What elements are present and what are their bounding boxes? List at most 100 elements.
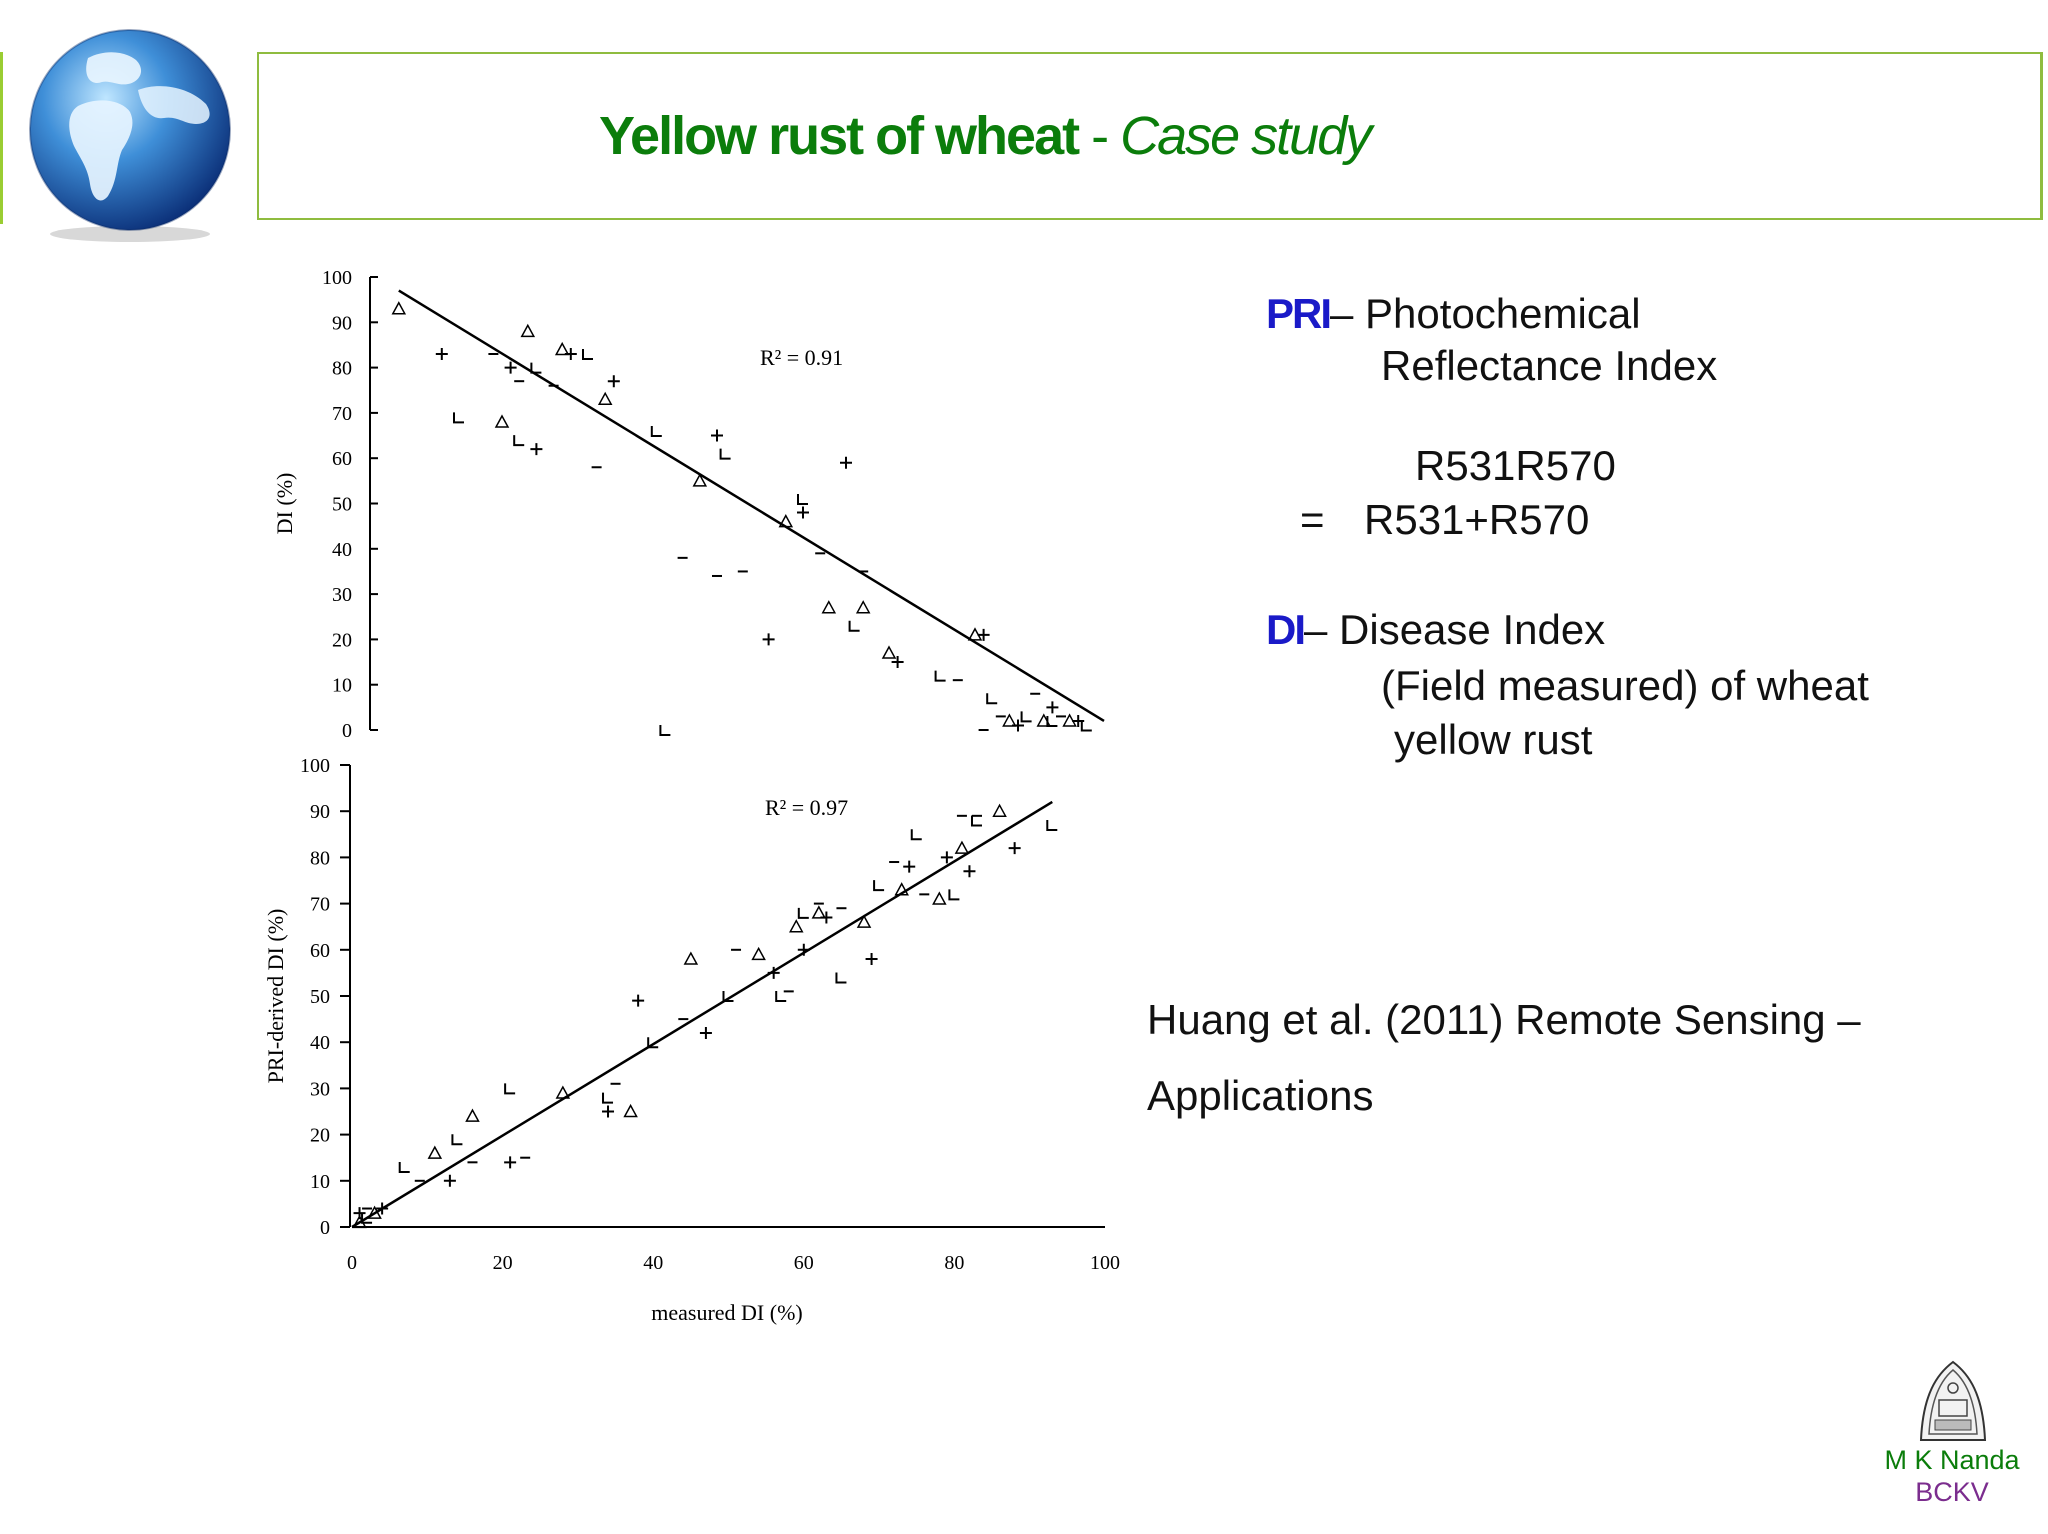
data-point bbox=[835, 972, 847, 984]
di-line3: yellow rust bbox=[1394, 716, 1593, 763]
di-line1: Disease Index bbox=[1339, 606, 1606, 653]
data-point bbox=[513, 435, 525, 447]
di-definition: DI– Disease Index bbox=[1266, 606, 1605, 654]
data-point bbox=[602, 1092, 614, 1104]
y-tick-label: 10 bbox=[332, 675, 352, 697]
data-point bbox=[797, 907, 809, 919]
y-tick-label: 0 bbox=[342, 720, 352, 742]
x-tick-label: 0 bbox=[347, 1252, 357, 1274]
data-point bbox=[948, 889, 960, 901]
x-tick-label: 40 bbox=[643, 1252, 663, 1274]
data-point bbox=[650, 426, 662, 438]
data-point bbox=[353, 1207, 366, 1220]
data-point bbox=[683, 951, 699, 965]
pri-line2: Reflectance Index bbox=[1381, 342, 1718, 389]
formula-numerator: R531R570 bbox=[1415, 442, 1616, 489]
data-point bbox=[797, 493, 808, 505]
data-point bbox=[1012, 719, 1024, 732]
data-point bbox=[820, 911, 833, 924]
accent-bar bbox=[0, 52, 3, 224]
di-dash: – bbox=[1304, 606, 1340, 653]
data-point bbox=[361, 1212, 373, 1224]
y-tick-label: 60 bbox=[310, 940, 330, 962]
y-tick-label: 90 bbox=[310, 801, 330, 823]
data-point bbox=[797, 506, 809, 519]
y-tick-label: 20 bbox=[332, 629, 352, 651]
data-point bbox=[856, 914, 872, 928]
y-tick-label: 80 bbox=[332, 358, 352, 380]
di-line2: (Field measured) of wheat bbox=[1381, 662, 1869, 709]
r-squared-annotation: R² = 0.91 bbox=[760, 345, 843, 370]
y-tick-label: 30 bbox=[332, 584, 352, 606]
data-point bbox=[954, 840, 970, 854]
pri-line1: Photochemical bbox=[1365, 290, 1641, 337]
data-point bbox=[986, 693, 998, 705]
data-point bbox=[855, 600, 871, 614]
y-tick-label: 70 bbox=[310, 894, 330, 916]
data-point bbox=[494, 414, 510, 428]
r-squared-annotation: R² = 0.97 bbox=[765, 795, 848, 820]
y-axis-label: PRI-derived DI (%) bbox=[263, 909, 288, 1084]
data-point bbox=[564, 348, 577, 361]
data-point bbox=[865, 953, 878, 966]
data-point bbox=[530, 362, 542, 374]
plot-pri-derived-vs-measured: 0 10 20 30 40 50 60 70 80 90 100 0 20 40 60 80 100 PRI-de… bbox=[263, 755, 1120, 1325]
x-axis-label: measured DI (%) bbox=[651, 1300, 803, 1325]
y-tick-label: 30 bbox=[310, 1078, 330, 1100]
y-tick-label: 50 bbox=[332, 494, 352, 516]
data-point bbox=[797, 943, 810, 956]
data-point bbox=[881, 645, 897, 659]
data-point bbox=[848, 620, 860, 632]
data-point bbox=[647, 1037, 659, 1049]
y-tick-label: 0 bbox=[320, 1217, 330, 1239]
data-point bbox=[554, 341, 570, 356]
title-italic: Case study bbox=[1120, 106, 1372, 166]
data-point bbox=[555, 1085, 571, 1099]
data-point bbox=[1046, 820, 1058, 832]
title-banner: Yellow rust of wheat - Case study bbox=[257, 52, 2043, 220]
data-point bbox=[632, 994, 645, 1007]
data-point bbox=[465, 1108, 480, 1122]
formula-equals: = bbox=[1300, 496, 1325, 543]
author-name: M K Nanda bbox=[1884, 1445, 2020, 1475]
y-tick-label: 100 bbox=[300, 755, 330, 777]
data-point bbox=[722, 991, 734, 1002]
globe-icon bbox=[29, 29, 231, 242]
data-point bbox=[504, 361, 517, 374]
data-point bbox=[623, 1103, 638, 1118]
data-point bbox=[940, 851, 953, 864]
y-tick-label: 40 bbox=[310, 1032, 330, 1054]
data-point bbox=[692, 473, 708, 487]
data-point bbox=[602, 1105, 615, 1118]
data-point bbox=[992, 803, 1007, 817]
data-point bbox=[1008, 842, 1021, 855]
data-point bbox=[607, 375, 620, 388]
data-point bbox=[1020, 711, 1032, 723]
data-point bbox=[435, 348, 448, 361]
x-tick-label: 20 bbox=[493, 1252, 513, 1274]
title-separator: - bbox=[1078, 106, 1121, 166]
data-point bbox=[963, 865, 976, 878]
plot-pri-di: 0 10 20 30 40 50 60 70 80 90 100 DI (%) R² = 0.91 bbox=[272, 267, 1105, 742]
data-point bbox=[1002, 713, 1017, 727]
y-tick-label: 100 bbox=[322, 267, 352, 289]
data-point bbox=[751, 946, 766, 961]
data-point bbox=[711, 429, 723, 442]
data-point bbox=[719, 448, 731, 460]
data-point bbox=[582, 349, 593, 361]
data-point bbox=[1046, 701, 1059, 714]
data-point bbox=[597, 391, 613, 406]
data-point bbox=[504, 1156, 517, 1169]
data-point bbox=[391, 301, 407, 315]
data-point bbox=[520, 323, 536, 338]
citation-line2: Applications bbox=[1147, 1072, 1374, 1119]
y-tick-label: 80 bbox=[310, 847, 330, 869]
y-tick-label: 70 bbox=[332, 403, 352, 425]
x-tick-label: 100 bbox=[1090, 1252, 1120, 1274]
data-point bbox=[659, 725, 671, 736]
data-point bbox=[530, 443, 543, 456]
fit-line bbox=[351, 800, 1053, 1229]
data-point bbox=[789, 919, 804, 933]
university-seal-icon bbox=[1919, 1360, 1987, 1441]
